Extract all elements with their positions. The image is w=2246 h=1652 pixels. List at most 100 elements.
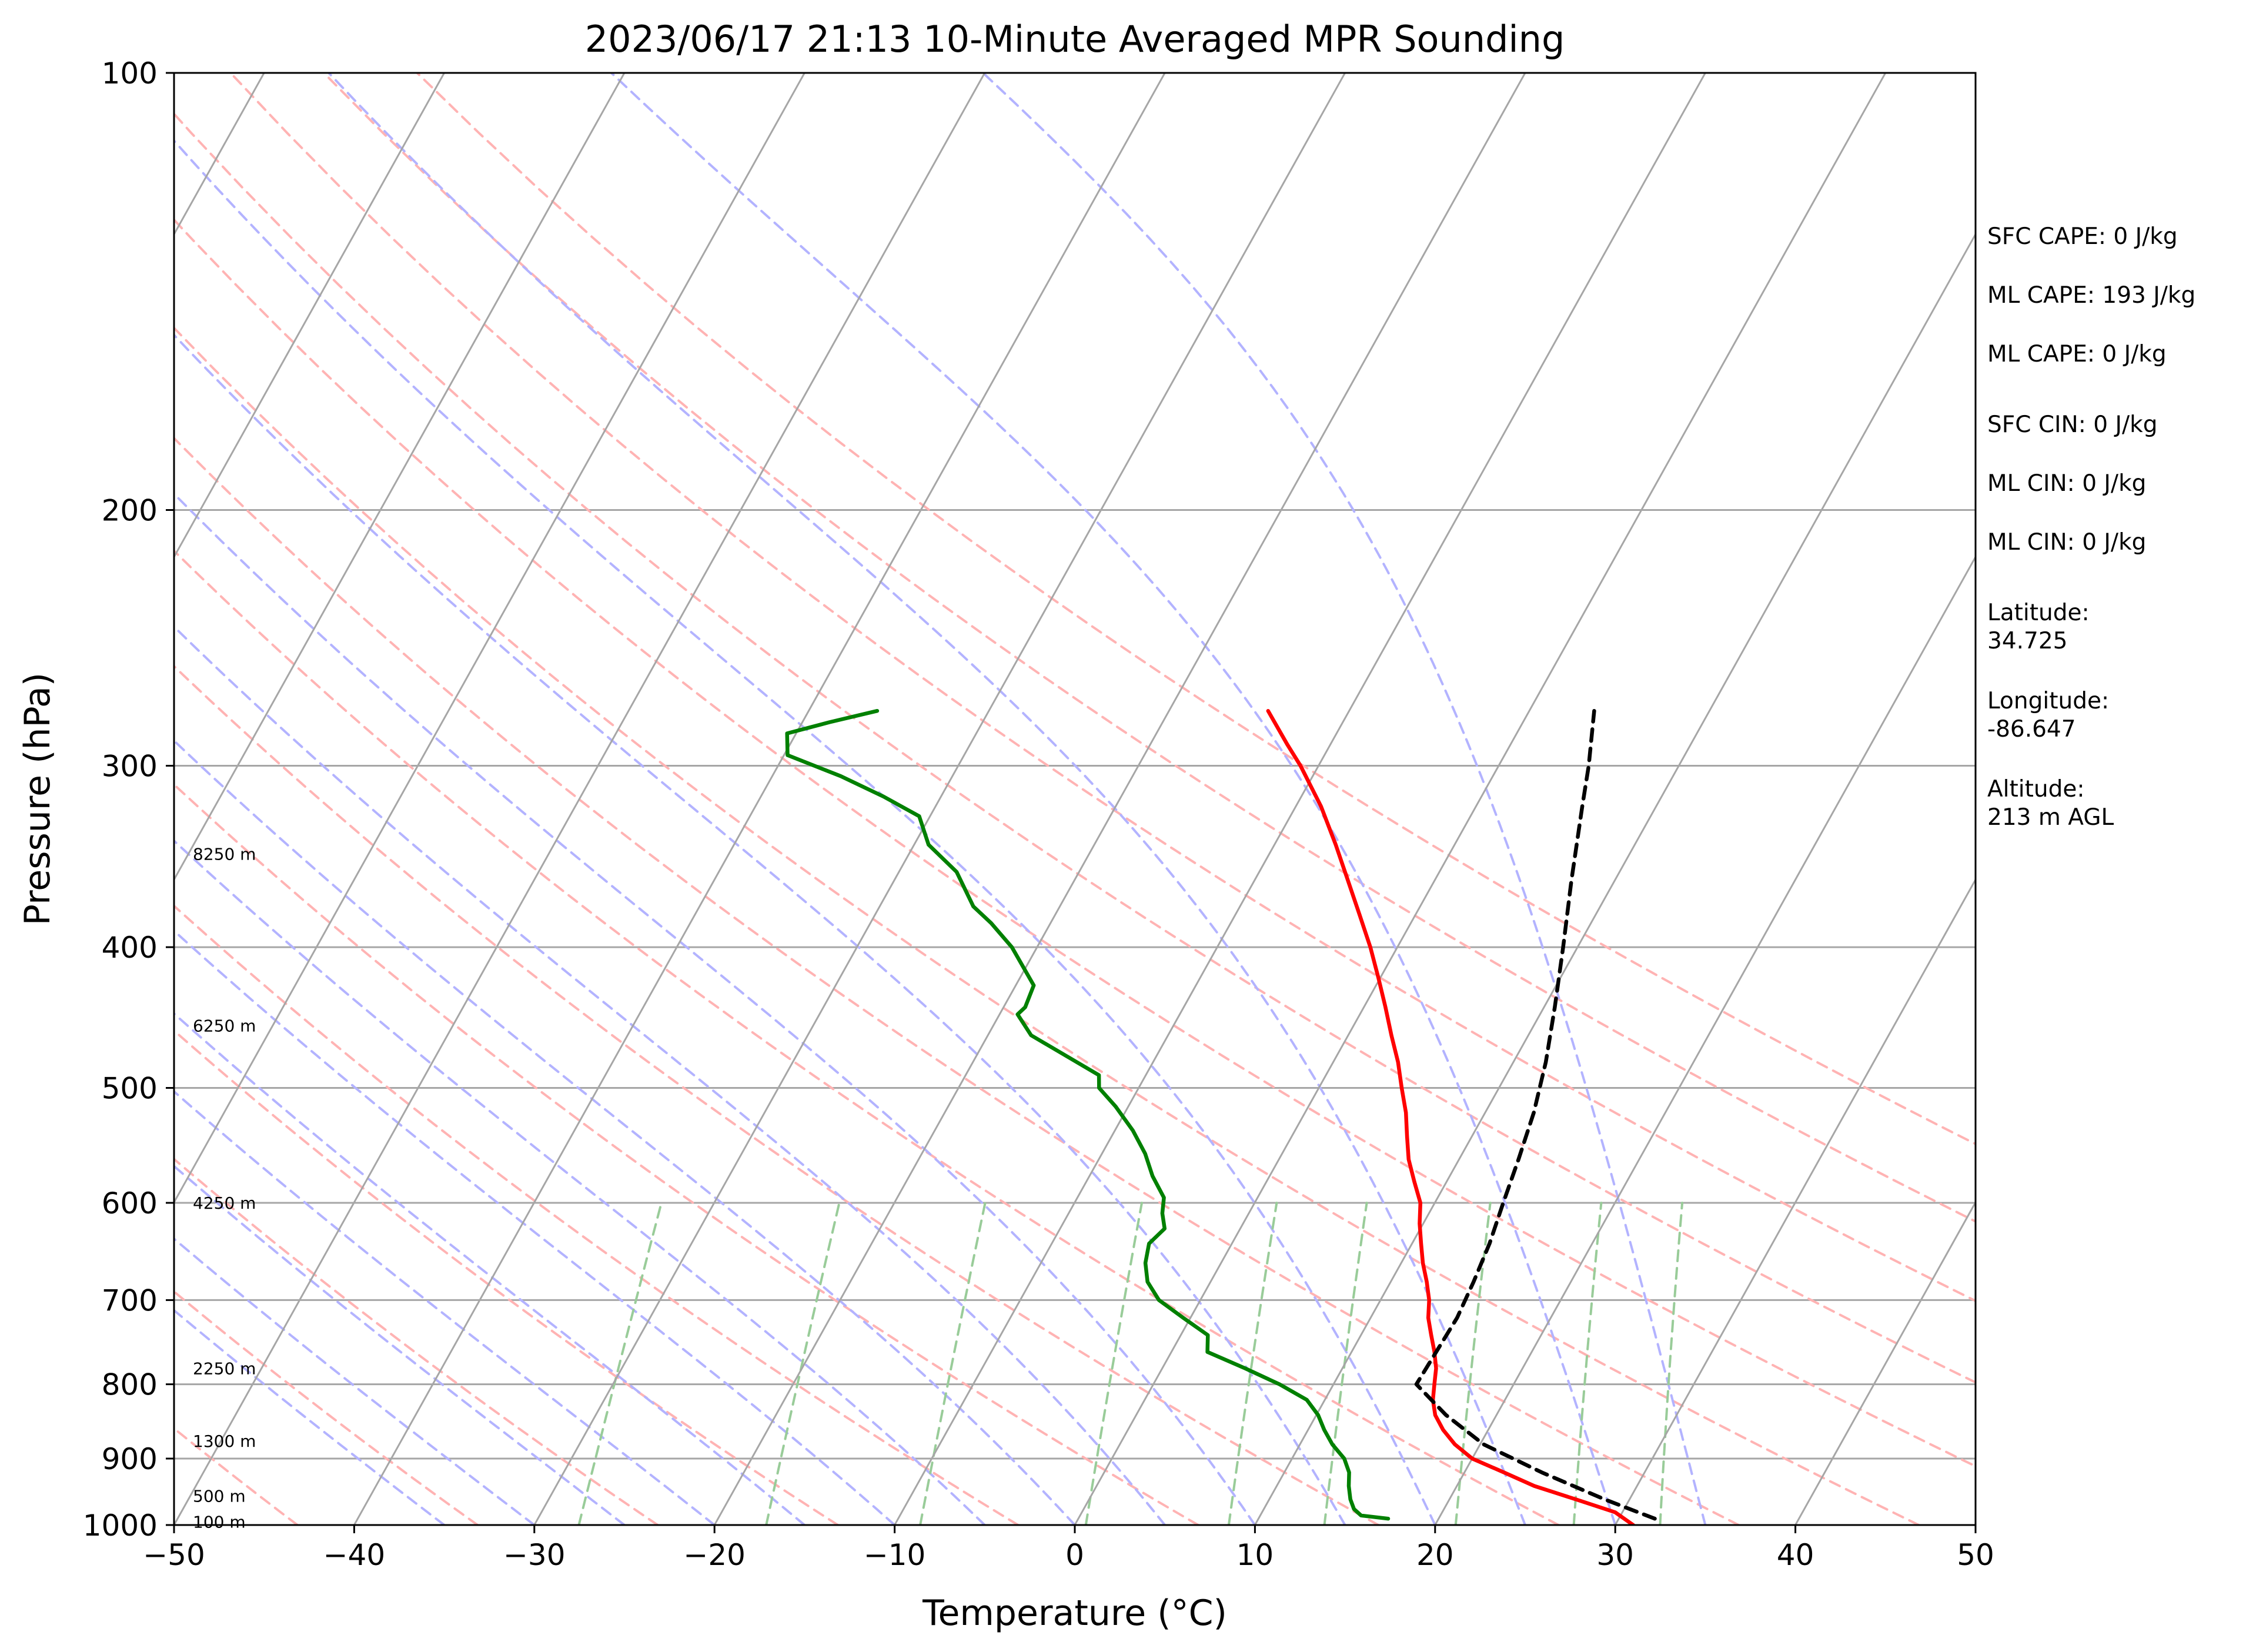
x-axis-label: Temperature (°C) — [922, 1593, 1227, 1634]
chart-title: 2023/06/17 21:13 10-Minute Averaged MPR … — [585, 18, 1565, 61]
y-tick-label: 600 — [102, 1186, 158, 1220]
isotherm-line — [713, 73, 1526, 1525]
y-tick-label: 500 — [102, 1072, 158, 1106]
moist-adiabat-line — [174, 333, 1346, 1525]
info-panel: SFC CAPE: 0 J/kg ML CAPE: 193 J/kg ML CA… — [1987, 223, 2195, 831]
isotherm-line — [1074, 73, 1887, 1525]
altitude-label: Altitude: — [1987, 776, 2085, 802]
dry-adiabat-line — [174, 904, 1020, 1525]
moist-adiabat-line — [174, 1090, 716, 1525]
x-tick-label: −50 — [143, 1538, 205, 1572]
mixing-ratio-line — [1659, 1202, 1684, 1525]
dry-adiabat-line — [174, 112, 1976, 1384]
y-tick-label: 1000 — [83, 1509, 158, 1543]
dry-adiabat-line — [174, 436, 1740, 1525]
dry-adiabat-line — [322, 73, 1976, 1223]
dry-adiabat-line — [229, 73, 1976, 1302]
height-label: 6250 m — [193, 1016, 256, 1036]
background-lines — [174, 73, 1976, 1525]
plot-area — [174, 73, 1976, 1525]
mixing-ratio-line — [1227, 1202, 1278, 1525]
moist-adiabat-line — [174, 839, 986, 1525]
isotherm-line — [174, 73, 806, 1205]
x-tick-labels: −50 −40 −30 −20 −10 0 10 20 30 40 50 — [143, 1538, 1994, 1572]
ml-cape-text-2: ML CAPE: 0 J/kg — [1987, 341, 2167, 367]
mixing-ratio-line — [919, 1202, 987, 1525]
isotherm-line — [1614, 878, 1976, 1525]
ml-cape-text: ML CAPE: 193 J/kg — [1987, 282, 2195, 309]
y-tick-label: 700 — [102, 1283, 158, 1317]
moist-adiabat-line — [174, 929, 896, 1525]
sounding-traces — [785, 708, 1657, 1525]
dry-adiabat-line — [174, 1157, 659, 1525]
height-label: 4250 m — [193, 1193, 256, 1213]
x-tick-label: −40 — [323, 1538, 386, 1572]
height-labels: 8250 m 6250 m 4250 m 2250 m 1300 m 500 m 100 m — [193, 844, 256, 1531]
axis-ticks — [166, 72, 1977, 1533]
moist-adiabat-line — [174, 139, 1436, 1525]
x-tick-label: 20 — [1416, 1538, 1454, 1572]
sfc-cin-text: SFC CIN: 0 J/kg — [1987, 412, 2157, 438]
moist-adiabat-line — [174, 1237, 536, 1525]
moist-adiabat-line — [982, 73, 1707, 1525]
temperature-trace — [1266, 708, 1636, 1525]
dry-adiabat-line — [174, 218, 1976, 1468]
y-tick-label: 100 — [102, 56, 158, 91]
mixing-ratio-line — [1084, 1202, 1143, 1525]
mixing-ratio-line — [1572, 1202, 1603, 1525]
x-tick-label: 30 — [1596, 1538, 1634, 1572]
moist-adiabat-line — [610, 73, 1617, 1525]
y-tick-label: 900 — [102, 1442, 158, 1476]
isotherm-line — [174, 73, 446, 559]
longitude-value: -86.647 — [1987, 716, 2076, 743]
isotherm-line — [894, 73, 1706, 1525]
mixing-ratio-line — [1323, 1202, 1368, 1525]
isotherm-line — [1434, 555, 1976, 1525]
y-tick-label: 200 — [102, 494, 158, 528]
dry-adiabat-line — [174, 326, 1920, 1525]
height-label: 500 m — [193, 1487, 246, 1506]
dry-adiabat-line — [174, 664, 1380, 1525]
x-tick-label: 0 — [1065, 1538, 1084, 1572]
isotherm-line — [174, 73, 626, 882]
y-tick-label: 400 — [102, 931, 158, 965]
isotherm-line — [174, 73, 986, 1525]
latitude-value: 34.725 — [1987, 628, 2067, 654]
x-tick-label: −30 — [503, 1538, 566, 1572]
moist-adiabat-line — [174, 739, 1076, 1525]
height-label: 8250 m — [193, 844, 256, 864]
parcel-path-trace — [1414, 708, 1657, 1521]
x-tick-label: −10 — [864, 1538, 926, 1572]
dry-adiabat-line — [174, 549, 1560, 1525]
dewpoint-trace — [785, 708, 1391, 1521]
dry-adiabat-line — [416, 73, 1976, 1146]
y-axis-label: Pressure (hPa) — [17, 673, 58, 925]
moist-adiabat-line — [174, 1309, 446, 1525]
ml-cin-text: ML CIN: 0 J/kg — [1987, 470, 2146, 497]
x-tick-label: 10 — [1236, 1538, 1274, 1572]
moist-adiabat-line — [174, 625, 1167, 1525]
dry-adiabat-line — [174, 782, 1199, 1525]
y-tick-label: 800 — [102, 1368, 158, 1402]
mixing-ratio-line — [765, 1202, 841, 1525]
moist-adiabat-line — [174, 1012, 806, 1525]
moist-adiabat-line — [174, 1165, 626, 1525]
isotherm-line — [1254, 232, 1976, 1525]
ml-cin-text-2: ML CIN: 0 J/kg — [1987, 529, 2146, 556]
longitude-label: Longitude: — [1987, 688, 2109, 714]
y-tick-labels: 100 200 300 400 500 600 700 800 900 1000 — [83, 56, 158, 1543]
x-tick-label: 50 — [1957, 1538, 1994, 1572]
height-label: 1300 m — [193, 1432, 256, 1451]
height-label: 2250 m — [193, 1359, 256, 1379]
x-tick-label: 40 — [1777, 1538, 1814, 1572]
mixing-ratio-line — [577, 1202, 663, 1525]
isotherm-line — [1794, 1200, 1976, 1525]
y-tick-label: 300 — [102, 750, 158, 784]
isotherm-line — [533, 73, 1346, 1525]
moist-adiabat-line — [327, 73, 1526, 1525]
x-tick-label: −20 — [683, 1538, 746, 1572]
latitude-label: Latitude: — [1987, 600, 2090, 626]
isotherm-line — [353, 73, 1166, 1525]
dry-adiabat-line — [174, 1029, 840, 1525]
